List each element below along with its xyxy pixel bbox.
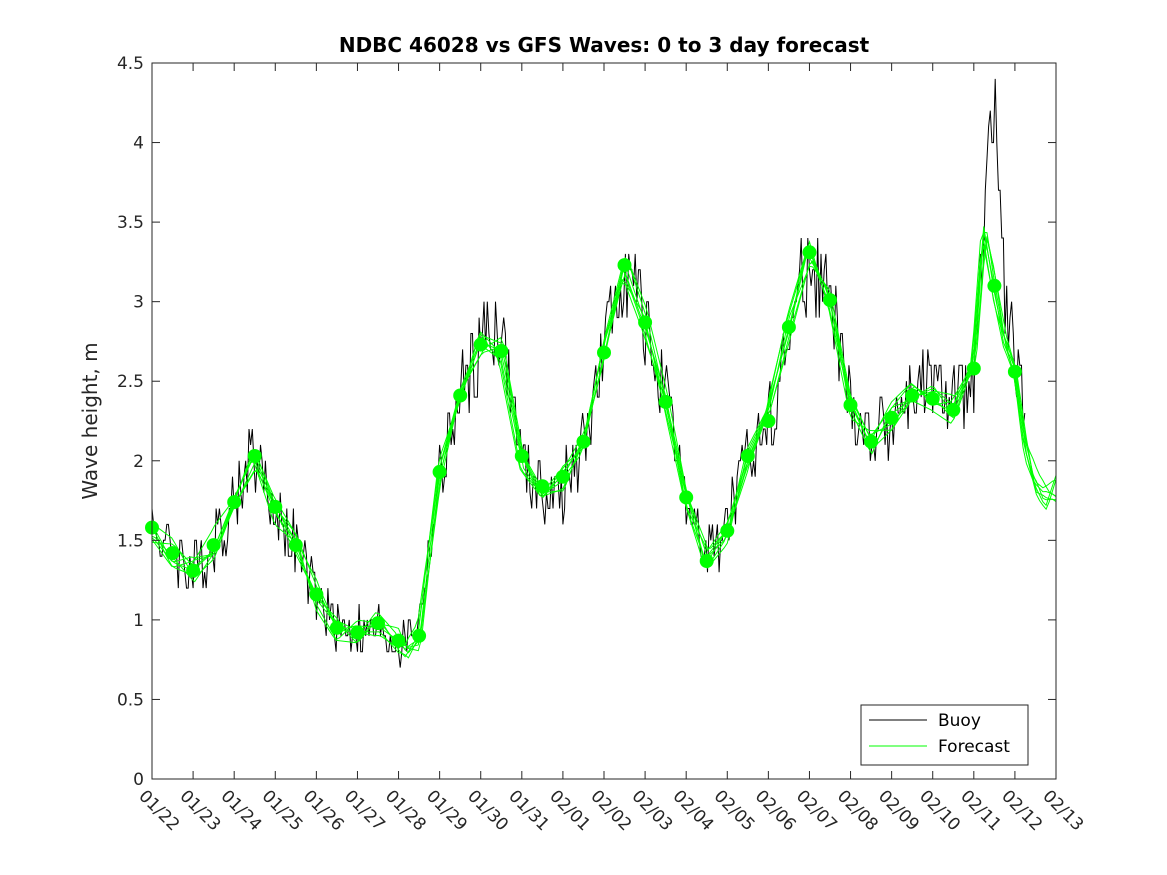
- y-tick-label: 0.5: [117, 690, 144, 710]
- y-tick-label: 0: [133, 770, 144, 790]
- forecast-marker: [597, 345, 611, 360]
- x-tick-label: 02/01: [545, 786, 594, 835]
- forecast-marker: [761, 414, 776, 428]
- x-tick-label: 02/02: [586, 786, 635, 835]
- forecast-marker: [1007, 364, 1022, 379]
- forecast-marker: [432, 464, 447, 479]
- forecast-marker: [309, 587, 324, 602]
- forecast-marker: [987, 278, 1002, 293]
- forecast-marker: [781, 320, 796, 335]
- y-axis: 0 0.5 1 1.5 2 2.5 3 3.5 4 4.5: [117, 54, 1056, 790]
- y-tick-label: 3.5: [117, 213, 144, 233]
- forecast-marker: [884, 410, 899, 425]
- y-tick-label: 2: [133, 452, 144, 472]
- legend-buoy-label: Buoy: [938, 711, 981, 731]
- forecast-marker: [473, 337, 488, 352]
- x-tick-label: 02/08: [833, 786, 882, 835]
- forecast-marker: [679, 490, 694, 505]
- x-tick-label: 02/13: [1038, 786, 1087, 835]
- forecast-run-line: [151, 240, 1057, 647]
- x-tick-label: 02/10: [915, 786, 964, 835]
- forecast-marker: [555, 469, 570, 484]
- legend-forecast-label: Forecast: [938, 737, 1010, 757]
- chart-title: NDBC 46028 vs GFS Waves: 0 to 3 day fore…: [339, 33, 870, 57]
- forecast-marker: [823, 293, 837, 308]
- x-tick-label: 01/22: [134, 786, 183, 835]
- forecast-run-line: [151, 236, 1057, 652]
- forecast-marker: [350, 625, 365, 640]
- plot-background: [152, 63, 1056, 779]
- y-axis-label: Wave height, m: [78, 342, 102, 499]
- forecast-marker: [925, 391, 940, 406]
- forecast-marker: [329, 620, 344, 635]
- y-tick-label: 3: [133, 293, 144, 313]
- x-tick-label: 02/07: [792, 786, 841, 835]
- forecast-marker: [966, 361, 981, 376]
- forecast-marker: [843, 398, 858, 413]
- forecast-marker: [288, 538, 303, 553]
- y-tick-label: 4.5: [117, 54, 144, 74]
- forecast-marker: [905, 388, 920, 403]
- forecast-marker: [165, 546, 180, 561]
- y-tick-label: 2.5: [117, 372, 144, 392]
- x-tick-label: 02/06: [751, 786, 800, 835]
- x-tick-label: 02/09: [874, 786, 923, 835]
- forecast-marker: [638, 315, 653, 330]
- forecast-marker: [946, 402, 961, 417]
- x-tick-label: 02/05: [710, 786, 759, 835]
- forecast-marker: [371, 616, 385, 631]
- forecast-marker: [720, 523, 735, 538]
- x-tick-label: 02/04: [669, 786, 718, 835]
- x-tick-label: 01/30: [463, 786, 512, 835]
- x-tick-label: 01/28: [381, 786, 430, 835]
- forecast-marker: [494, 344, 509, 358]
- x-tick-label: 01/27: [340, 786, 389, 835]
- x-tick-label: 02/11: [956, 786, 1005, 835]
- forecast-marker: [227, 495, 242, 510]
- y-tick-label: 1: [133, 611, 144, 631]
- forecast-marker: [658, 394, 673, 409]
- forecast-marker: [802, 245, 817, 260]
- x-tick-label: 02/03: [628, 786, 677, 835]
- x-tick-label: 01/24: [217, 786, 266, 835]
- legend: Buoy Forecast: [860, 704, 1029, 766]
- forecast-marker: [186, 563, 201, 578]
- forecast-marker: [576, 434, 591, 449]
- forecast-marker: [514, 449, 529, 463]
- y-tick-label: 1.5: [117, 531, 144, 551]
- forecast-markers: [145, 245, 1022, 648]
- forecast-marker: [617, 258, 632, 273]
- x-tick-label: 01/25: [258, 786, 307, 835]
- forecast-marker: [453, 388, 468, 403]
- legend-box: [860, 704, 1029, 766]
- forecast-marker: [864, 434, 879, 449]
- forecast-marker: [391, 633, 406, 648]
- forecast-marker: [699, 554, 714, 568]
- y-tick-label: 4: [133, 134, 144, 154]
- forecast-marker: [206, 538, 221, 553]
- forecast-marker: [412, 628, 427, 643]
- x-tick-label: 01/29: [422, 786, 471, 835]
- forecast-marker: [535, 479, 550, 494]
- forecast-marker: [268, 499, 283, 514]
- x-tick-label: 02/12: [997, 786, 1046, 835]
- forecast-marker: [247, 449, 262, 463]
- x-tick-label: 01/31: [504, 786, 553, 835]
- forecast-marker: [740, 449, 755, 463]
- x-tick-label: 01/26: [299, 786, 348, 835]
- x-tick-label: 01/23: [176, 786, 225, 835]
